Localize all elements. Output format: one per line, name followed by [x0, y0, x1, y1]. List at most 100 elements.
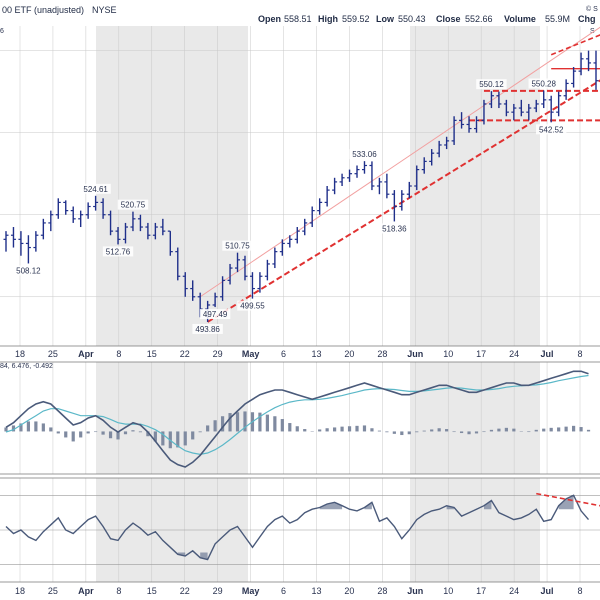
ohlc-bar — [593, 50, 599, 90]
close-value: 552.66 — [465, 14, 493, 24]
ohlc-bar — [287, 235, 293, 248]
short-top-line — [550, 34, 600, 56]
macd-params-label: 84, 6.476, -0.492 — [0, 363, 53, 370]
price-annotation: 508.12 — [16, 266, 41, 275]
annotation-bg — [13, 265, 44, 276]
ohlc-bar — [578, 52, 584, 76]
macd-histogram-bar — [400, 431, 404, 436]
x-tick-label: 15 — [147, 349, 157, 359]
upper-channel-line — [199, 26, 600, 298]
ohlc-bar — [70, 206, 76, 223]
ohlc-bar — [332, 177, 338, 195]
macd-histogram-bar — [101, 431, 105, 435]
x-tick-label: Jun — [407, 586, 423, 596]
annotation-bg — [117, 199, 149, 210]
annotation-bg — [102, 246, 134, 257]
left-edge-number: 6 — [0, 28, 4, 35]
ohlc-bar — [518, 99, 524, 117]
macd-histogram-bar — [385, 431, 389, 433]
macd-histogram-bar — [108, 431, 113, 439]
x-tick-label: 25 — [48, 586, 58, 596]
annotation-bg — [237, 300, 268, 311]
chg-label: Chg — [578, 14, 596, 24]
macd-histogram-bar — [56, 431, 60, 434]
open-value: 558.51 — [284, 14, 312, 24]
annotation-bg — [528, 78, 559, 89]
month-shading — [96, 26, 540, 582]
x-tick-label: 10 — [443, 349, 453, 359]
macd-histogram-bar — [131, 430, 135, 432]
macd-histogram-bar — [243, 411, 247, 432]
macd-histogram-bar — [94, 431, 98, 433]
ohlc-bar — [429, 149, 435, 166]
ohlc-bar — [227, 263, 233, 285]
x-tick-label: 17 — [476, 349, 486, 359]
x-axis-ticks-top: 18 25 Apr 8 15 22 29 May 6 13 20 28 Jun 10 17 24 Jul 8 — [15, 349, 583, 359]
ohlc-bar — [182, 272, 188, 297]
x-tick-label: 20 — [344, 586, 354, 596]
macd-histogram-bar — [64, 431, 68, 438]
macd-histogram-bar — [504, 427, 508, 432]
x-tick-label: 17 — [476, 586, 486, 596]
x-tick-label: 24 — [509, 586, 519, 596]
annotation-bg — [349, 149, 380, 160]
macd-histogram-bar — [542, 428, 546, 432]
ohlc-bar — [347, 169, 353, 182]
ohlc-bar — [108, 210, 114, 236]
ohlc-bar — [220, 276, 226, 301]
macd-histogram-bar — [422, 430, 426, 432]
macd-histogram-bar — [459, 431, 464, 434]
x-tick-label: 29 — [213, 349, 223, 359]
x-tick-label: 28 — [377, 586, 387, 596]
macd-histogram-bar — [86, 431, 90, 434]
x-tick-label: 20 — [344, 349, 354, 359]
ohlc-bar — [25, 235, 31, 264]
rsi-divergence-line — [536, 492, 600, 507]
ohlc-bar — [85, 202, 91, 219]
x-tick-label: 8 — [116, 349, 121, 359]
price-annotation: 524.61 — [83, 185, 108, 194]
ohlc-bar — [451, 116, 457, 145]
price-annotation: 518.36 — [382, 224, 407, 233]
volume-label: Volume — [504, 14, 536, 24]
macd-histogram-bar — [176, 431, 180, 448]
ohlc-bar — [466, 116, 472, 133]
ohlc-bar — [175, 247, 181, 281]
macd-histogram-bar — [527, 431, 531, 433]
ohlc-bar — [317, 198, 323, 215]
ohlc-bar — [18, 231, 24, 256]
ohlc-bar — [160, 218, 166, 236]
price-annotation: 497.49 — [203, 310, 228, 319]
macd-histogram-bar — [377, 430, 382, 432]
macd-histogram-bar — [325, 428, 329, 432]
price-annotation: 542.52 — [539, 125, 564, 134]
x-tick-label: 10 — [443, 586, 453, 596]
macd-histogram-bar — [288, 423, 292, 432]
ohlc-bar — [33, 231, 39, 252]
macd-histogram-bar — [235, 412, 240, 432]
macd-histogram-bar — [437, 428, 441, 432]
x-tick-label: Apr — [78, 349, 94, 359]
rsi-overbought-fill — [484, 500, 492, 510]
macd-histogram-bar — [497, 428, 501, 432]
macd-signal-line — [5, 374, 589, 456]
x-tick-label: 6 — [281, 349, 286, 359]
macd-histogram-bar — [415, 431, 419, 433]
ohlc-bar — [257, 272, 263, 293]
low-value: 550.43 — [398, 14, 426, 24]
macd-histogram-bar — [138, 431, 143, 433]
price-annotation: 512.76 — [106, 247, 131, 256]
ohlc-bar — [167, 230, 173, 256]
symbol-label: 00 ETF (unadjusted) — [2, 5, 84, 15]
macd-histogram-bar — [333, 427, 337, 432]
volume-value: 55.9M — [545, 14, 570, 24]
macd-line — [5, 370, 589, 468]
annotation-bg — [379, 223, 410, 234]
ohlc-bar — [100, 198, 106, 219]
x-tick-label: 18 — [15, 349, 25, 359]
macd-panel — [4, 370, 591, 468]
macd-histogram-bar — [557, 427, 561, 432]
macd-histogram-bar — [362, 425, 367, 432]
